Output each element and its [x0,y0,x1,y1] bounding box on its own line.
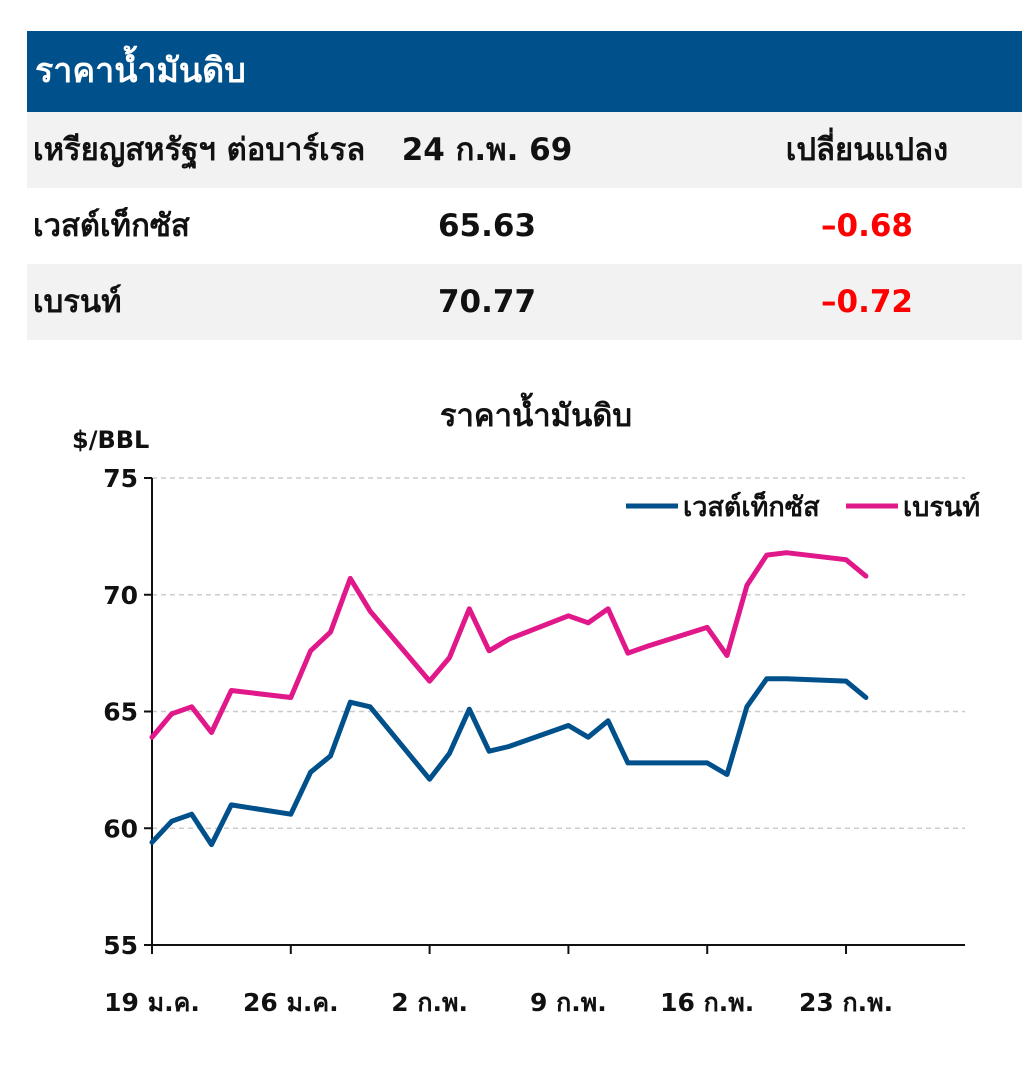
row-price: 65.63 [437,208,537,244]
row-change: –0.68 [821,208,913,244]
x-tick-label: 2 ก.พ. [391,988,468,1017]
series-line-brent [149,550,869,740]
chart-svg: ราคาน้ำมันดิบ $/BBL 55 60 65 70 75 19 ม.ค. 26 … [72,392,980,1017]
legend-label: เบรนท์ [903,491,980,523]
y-tick-label: 75 [103,464,138,493]
table-row-wti: เวสต์เท็กซัส 65.63 –0.68 [27,188,1022,264]
row-price: 70.77 [437,284,537,320]
oil-price-chart: ราคาน้ำมันดิบ $/BBL 55 60 65 70 75 19 ม.ค. 26 … [0,380,1034,1060]
chart-title: ราคาน้ำมันดิบ [440,392,632,434]
axes: 55 60 65 70 75 19 ม.ค. 26 ม.ค. 2 ก.พ. 9 ก.พ. 16 ก… [103,464,965,1017]
legend-label: เวสต์เท็กซัส [683,489,820,523]
y-tick-label: 70 [103,581,138,610]
legend: เวสต์เท็กซัส เบรนท์ [626,489,980,523]
y-tick-label: 55 [103,931,138,960]
price-table: ราคาน้ำมันดิบ เหรียญสหรัฐฯ ต่อบาร์เรล 24… [27,31,1022,340]
x-tick-label: 19 ม.ค. [104,988,200,1017]
row-change: –0.72 [821,284,913,320]
x-tick-label: 23 ก.พ. [799,988,893,1017]
header-unit-label: เหรียญสหรัฐฯ ต่อบาร์เรล [33,132,366,168]
x-tick-label: 9 ก.พ. [530,988,607,1017]
y-tick-label: 65 [103,698,138,727]
series-line-wti [149,676,869,848]
header-date: 24 ก.พ. 69 [401,132,573,168]
series-lines [149,550,869,848]
grid-lines [152,477,965,829]
y-axis-unit-label: $/BBL [72,426,149,454]
x-tick-label: 26 ม.ค. [243,988,339,1017]
table-title: ราคาน้ำมันดิบ [27,31,1022,112]
table-header-row: เหรียญสหรัฐฯ ต่อบาร์เรล 24 ก.พ. 69 เปลี่… [27,112,1022,188]
header-change: เปลี่ยนแปลง [785,132,949,168]
x-tick-label: 16 ก.พ. [660,988,754,1017]
row-name: เวสต์เท็กซัส [33,208,190,244]
table-row-brent: เบรนท์ 70.77 –0.72 [27,264,1022,340]
y-tick-label: 60 [103,814,138,843]
row-name: เบรนท์ [33,284,122,320]
